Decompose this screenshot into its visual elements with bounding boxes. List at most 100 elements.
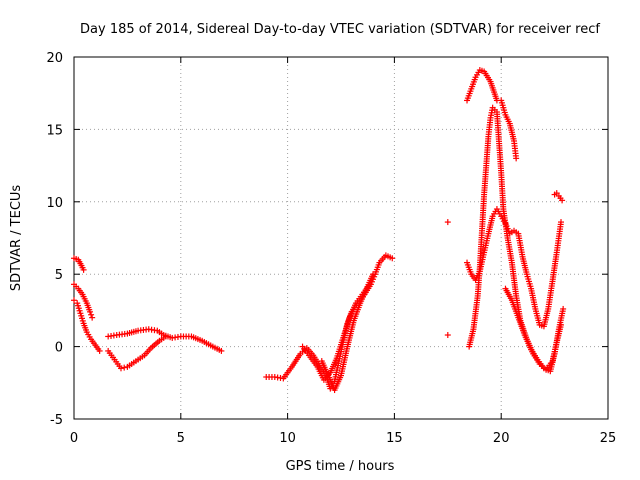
x-tick-labels: 0 5 10 15 20 25 [70,431,616,446]
data-point [504,232,511,239]
data-point [132,328,139,335]
data-point [469,328,476,335]
data-point [557,195,564,202]
data-point [356,302,363,309]
axis-ticks [73,56,609,420]
data-point [146,346,153,353]
data-point [471,76,478,83]
data-point [158,330,165,337]
y-axis-label: SDTVAR / TECUs [9,185,24,292]
data-point [559,308,566,315]
x-tick-label: 15 [386,431,403,446]
data-point [160,334,167,341]
data-point [88,311,95,318]
data-point [375,261,382,268]
data-point [513,229,520,236]
data-point [78,289,85,296]
data-point [536,319,543,326]
data-point [539,363,546,370]
x-axis-label: GPS time / hours [286,459,395,474]
y-tick-label: 15 [46,123,63,138]
y-tick-label: -5 [50,413,63,428]
data-point [345,316,352,323]
data-point [121,330,128,337]
series-seg-h [318,271,377,394]
data-point [95,346,102,353]
data-point [343,345,350,352]
data-point [444,219,451,226]
data-point [154,339,161,346]
data-point [130,359,137,366]
data-point [82,297,89,304]
data-point [71,297,77,304]
series-seg-o [551,190,566,204]
data-point [514,312,521,319]
x-tick-label: 0 [70,431,78,446]
data-point [508,257,515,264]
data-point [467,268,474,275]
data-points [71,67,567,394]
data-point [557,221,564,228]
data-point [549,280,556,287]
data-point [501,109,508,116]
data-point [79,264,86,271]
data-point [86,333,93,340]
data-point [77,260,84,267]
data-point [216,346,223,353]
series-seg-n [502,285,567,375]
data-point [174,333,181,340]
data-point [110,332,117,339]
data-point [277,374,284,381]
data-point [551,353,558,360]
data-point [296,352,303,359]
x-tick-label: 5 [177,431,185,446]
data-point [475,69,482,76]
data-point [89,314,96,321]
data-point [151,327,158,334]
data-point [467,88,474,95]
data-point [337,374,344,381]
data-point [523,269,530,276]
data-point [544,308,551,315]
data-point [116,363,123,370]
data-point [362,287,369,294]
data-point [444,332,451,339]
data-point [86,306,93,313]
data-point [381,254,388,261]
data-point [332,357,339,364]
data-point [486,76,493,83]
x-tick-label: 20 [493,431,510,446]
y-tick-label: 0 [55,341,63,356]
y-tick-label: 10 [46,196,63,211]
series-seg-d [105,326,225,354]
data-point [324,370,331,377]
data-point [73,283,80,290]
data-point [555,328,562,335]
data-point [493,95,500,102]
series-seg-c [71,297,103,354]
data-point [519,251,526,258]
data-point [139,353,146,360]
series-seg-e [105,333,169,372]
data-point [491,106,498,113]
data-point [527,344,534,351]
y-tick-label: 20 [46,51,63,66]
data-point [350,319,357,326]
data-point [505,118,512,125]
data-point [313,361,320,368]
grid-lines [74,57,608,419]
x-tick-label: 25 [600,431,617,446]
data-point [501,218,508,225]
data-point [512,152,519,159]
data-point [287,365,294,372]
data-point [268,374,275,381]
series-seg-a [71,255,87,273]
data-point [484,233,491,240]
data-point [507,295,514,302]
data-point [545,367,552,374]
data-point [73,255,80,262]
data-point [527,283,534,290]
plot-frame [73,56,609,420]
data-point [512,290,519,297]
